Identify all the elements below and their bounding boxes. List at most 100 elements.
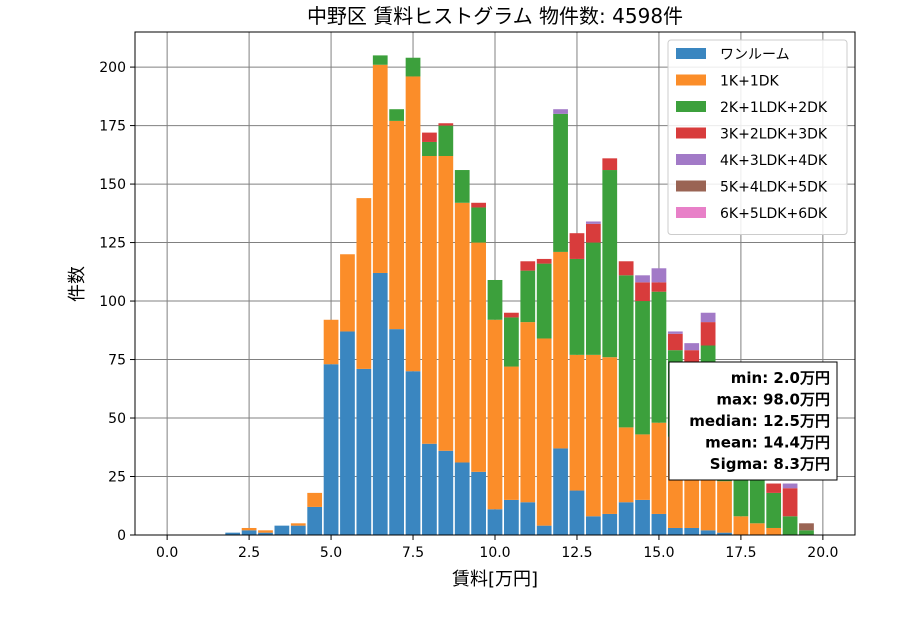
bar-segment	[585, 354, 601, 517]
bar-segment	[651, 291, 667, 423]
bar-segment	[504, 317, 519, 367]
y-axis-ticks: 0 25 50 75 100 125 150 175 200	[99, 60, 135, 544]
bar-segment	[799, 523, 814, 531]
bar-segment	[323, 319, 339, 365]
bar-segment	[553, 109, 568, 114]
bar-segment	[635, 282, 650, 302]
legend-swatch	[676, 154, 706, 165]
bar-segment	[684, 350, 700, 365]
bar-segment	[602, 170, 618, 358]
bar-segment	[569, 233, 585, 259]
bar-segment	[356, 198, 372, 369]
legend-swatch	[676, 101, 706, 112]
bar-segment	[782, 483, 798, 489]
bar-segment	[372, 55, 388, 65]
bar-segment	[602, 513, 618, 535]
bar-segment	[536, 263, 552, 339]
stats-box-frame	[668, 361, 838, 481]
bar-segment	[684, 343, 700, 351]
legend-label: 6K+5LDK+6DK	[720, 206, 828, 222]
bar-segment	[585, 516, 601, 535]
bar-segment	[536, 525, 552, 535]
bar-segment	[241, 530, 257, 535]
bar-segment	[258, 530, 273, 533]
bar-segment	[635, 301, 650, 435]
bar-segment	[323, 364, 339, 535]
y-tick-label: 175	[99, 119, 126, 135]
legend-label: 3K+2LDK+3DK	[720, 127, 828, 143]
x-tick-label: 2.5	[238, 545, 260, 561]
bar-segment	[438, 123, 454, 126]
y-tick-label: 150	[99, 177, 126, 193]
bar-segment	[635, 434, 650, 500]
bar-segment	[733, 516, 749, 535]
y-tick-label: 125	[99, 236, 126, 252]
bar-segment	[782, 516, 798, 535]
y-tick-label: 200	[99, 60, 126, 76]
bar-segment	[585, 223, 601, 243]
bar-segment	[520, 270, 536, 323]
bar-segment	[749, 523, 765, 535]
bar-segment	[274, 525, 290, 535]
bar-segment	[307, 506, 323, 535]
bar-segment	[225, 532, 241, 535]
legend-swatch	[676, 207, 706, 218]
legend-label: 5K+4LDK+5DK	[720, 180, 828, 196]
y-tick-label: 75	[108, 353, 126, 369]
x-tick-label: 10.0	[479, 545, 510, 561]
stats-line: min: 2.0万円	[731, 369, 830, 387]
stats-box: min: 2.0万円 max: 98.0万円 median: 12.5万円 mean:…	[668, 361, 838, 481]
bar-segment	[241, 527, 257, 531]
bar-segment	[487, 509, 503, 535]
bar-segment	[602, 357, 618, 514]
bar-segment	[372, 272, 388, 535]
bar-segment	[569, 490, 585, 535]
legend: ワンルーム 1K+1DK 2K+1LDK+2DK 3K+2LDK+3DK 4K+3LDK…	[667, 39, 848, 235]
bar-segment	[651, 513, 667, 535]
bar-segment	[471, 202, 486, 208]
x-tick-label: 7.5	[402, 545, 424, 561]
bar-segment	[454, 170, 470, 203]
stats-line: Sigma: 8.3万円	[710, 455, 830, 473]
bar-segment	[471, 207, 486, 243]
bar-segment	[405, 371, 421, 535]
x-axis-ticks: 0.0 2.5 5.0 7.5 10.0 12.5 15.0 17.5 20.0	[156, 535, 838, 561]
bar-segment	[487, 279, 503, 320]
bar-segment	[618, 427, 634, 503]
bar-segment	[717, 532, 732, 535]
bar-segment	[290, 525, 306, 535]
chart-title: 中野区 賃料ヒストグラム 物件数: 4598件	[307, 4, 683, 28]
legend-label: ワンルーム	[720, 47, 790, 63]
bar-segment	[684, 527, 700, 535]
bar-segment	[635, 275, 650, 283]
legend-label: 1K+1DK	[720, 74, 780, 90]
bar-segment	[782, 488, 798, 517]
bar-segment	[405, 76, 421, 372]
bar-segment	[667, 331, 683, 334]
bar-segment	[438, 155, 454, 451]
bar-segment	[405, 57, 421, 77]
bar-segment	[290, 523, 306, 526]
bar-segment	[700, 322, 716, 346]
bar-segment	[553, 251, 568, 449]
x-tick-label: 15.0	[643, 545, 674, 561]
bar-segment	[487, 319, 503, 510]
x-tick-label: 20.0	[807, 545, 838, 561]
legend-label: 2K+1LDK+2DK	[720, 100, 828, 116]
legend-swatch	[676, 180, 706, 192]
bar-segment	[569, 258, 585, 355]
x-tick-label: 17.5	[725, 545, 756, 561]
bar-segment	[471, 471, 486, 535]
bar-segment	[700, 312, 716, 323]
bar-segment	[585, 242, 601, 355]
bar-segment	[504, 312, 519, 318]
stats-line: max: 98.0万円	[716, 391, 830, 409]
bar-segment	[340, 331, 355, 535]
bar-segment	[389, 120, 405, 330]
stats-line: median: 12.5万円	[689, 412, 830, 430]
bar-segment	[667, 527, 683, 535]
bar-segment	[766, 483, 782, 493]
bar-segment	[553, 113, 568, 252]
bar-segment	[618, 502, 634, 535]
